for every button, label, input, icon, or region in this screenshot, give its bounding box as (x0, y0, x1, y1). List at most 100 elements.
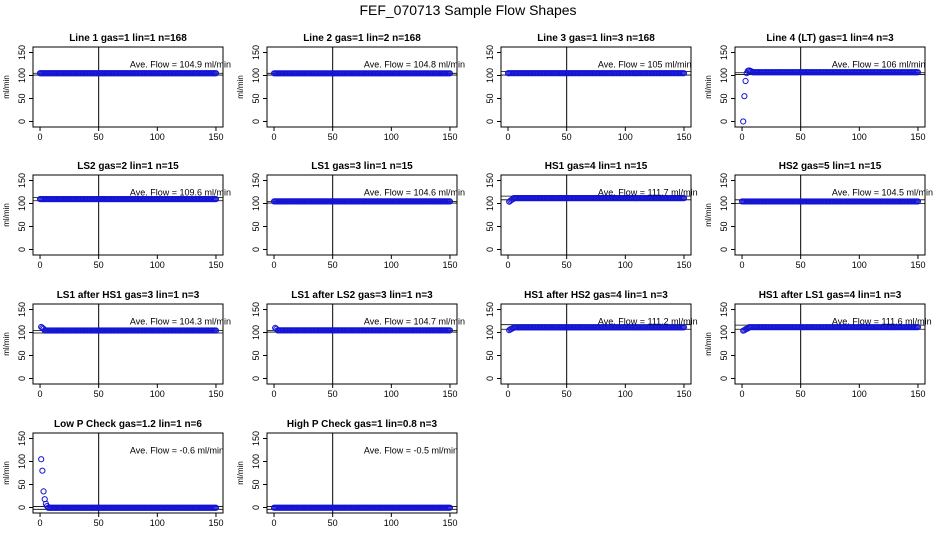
data-point (741, 93, 748, 100)
y-tick-label: 100 (17, 68, 27, 83)
average-flow-annotation: Ave. Flow = 105 ml/min (598, 60, 692, 70)
x-tick-label: 50 (562, 389, 572, 399)
plot-frame (500, 46, 692, 128)
x-tick-label: 100 (150, 389, 165, 399)
data-point (748, 68, 755, 75)
y-axis-label: ml/min (2, 75, 11, 99)
x-tick-label: 50 (796, 132, 806, 142)
x-tick-label: 150 (910, 132, 925, 142)
y-tick-label: 150 (17, 302, 27, 317)
x-tick-label: 150 (208, 132, 223, 142)
y-tick-label: 150 (17, 431, 27, 446)
panel-title: Line 1 gas=1 lin=1 n=168 (69, 33, 187, 44)
panel-title: LS1 after HS1 gas=3 lin=1 n=3 (57, 290, 200, 301)
plot-area: HS2 gas=5 lin=1 n=15 0 50 100 150 0 50 100 150 ml… (704, 161, 933, 270)
y-tick-label: 150 (485, 302, 495, 317)
average-flow-annotation: Ave. Flow = 111.7 ml/min (598, 188, 698, 198)
x-tick-label: 150 (208, 389, 223, 399)
y-tick-label: 0 (251, 119, 261, 124)
x-tick-label: 50 (562, 132, 572, 142)
chart-panel-14: High P Check gas=1 lin=0.8 n=3 0 50 100 150 0… (236, 419, 458, 528)
y-tick-label: 150 (719, 302, 729, 317)
plot-frame (734, 46, 926, 128)
y-tick-label: 0 (485, 247, 495, 252)
data-point (680, 324, 688, 331)
x-tick-label: 0 (38, 389, 43, 399)
data-point (509, 325, 516, 332)
x-tick-label: 150 (208, 260, 223, 270)
y-axis-label: ml/min (236, 75, 245, 99)
average-flow-annotation: Ave. Flow = 111.6 ml/min (832, 317, 932, 327)
x-tick-label: 150 (442, 518, 457, 528)
panel-title: LS2 gas=2 lin=1 n=15 (77, 161, 179, 172)
average-flow-annotation: Ave. Flow = 104.6 ml/min (364, 188, 465, 198)
y-tick-label: 150 (485, 45, 495, 60)
y-tick-label: 50 (251, 93, 261, 103)
y-tick-label: 150 (251, 173, 261, 188)
y-tick-label: 150 (719, 45, 729, 60)
y-tick-label: 50 (251, 479, 261, 489)
y-axis-label: ml/min (704, 203, 713, 227)
y-tick-label: 0 (485, 119, 495, 124)
x-tick-label: 150 (676, 260, 691, 270)
panel-title: Low P Check gas=1.2 lin=1 n=6 (54, 419, 202, 430)
x-tick-label: 150 (442, 389, 457, 399)
plot-frame (32, 303, 224, 385)
x-tick-label: 50 (328, 260, 338, 270)
x-tick-label: 0 (38, 132, 43, 142)
y-axis-label: ml/min (2, 461, 11, 485)
plot-area: Line 3 gas=1 lin=3 n=168 0 50 100 150 0 50 100 1… (485, 33, 692, 142)
x-tick-label: 50 (328, 389, 338, 399)
x-tick-label: 0 (740, 260, 745, 270)
x-tick-label: 150 (442, 260, 457, 270)
plot-frame (266, 174, 458, 256)
y-tick-label: 150 (719, 173, 729, 188)
y-tick-label: 100 (251, 68, 261, 83)
y-tick-label: 0 (251, 247, 261, 252)
y-tick-label: 100 (17, 196, 27, 211)
x-tick-label: 100 (852, 389, 867, 399)
panel-title: HS1 gas=4 lin=1 n=15 (545, 161, 648, 172)
chart-panel-2: Line 2 gas=1 lin=2 n=168 0 50 100 150 0 50 100 1… (236, 33, 465, 142)
y-tick-label: 0 (17, 505, 27, 510)
y-tick-label: 100 (251, 196, 261, 211)
x-tick-label: 100 (150, 132, 165, 142)
plot-area: LS2 gas=2 lin=1 n=15 0 50 100 150 0 50 100 150 ml… (2, 161, 231, 270)
data-point (38, 456, 45, 463)
y-tick-label: 50 (251, 350, 261, 360)
y-axis-label: ml/min (236, 461, 245, 485)
y-tick-label: 100 (719, 196, 729, 211)
y-tick-label: 100 (251, 325, 261, 340)
average-flow-annotation: Ave. Flow = -0.5 ml/min (364, 446, 458, 456)
average-flow-annotation: Ave. Flow = 111.2 ml/min (598, 317, 698, 327)
data-point (272, 324, 279, 332)
chart-panel-4: Line 4 (LT) gas=1 lin=4 n=3 0 50 100 150 0 50 1… (704, 33, 926, 142)
chart-panel-3: Line 3 gas=1 lin=3 n=168 0 50 100 150 0 50 100 1… (485, 33, 692, 142)
y-tick-label: 50 (17, 93, 27, 103)
average-flow-annotation: Ave. Flow = 104.7 ml/min (364, 317, 465, 327)
data-point (212, 195, 220, 203)
x-tick-label: 150 (676, 389, 691, 399)
y-tick-label: 150 (485, 173, 495, 188)
data-point (273, 325, 280, 332)
data-point (39, 467, 46, 474)
plot-frame (32, 46, 224, 128)
y-tick-label: 0 (251, 505, 261, 510)
x-tick-label: 50 (796, 389, 806, 399)
y-tick-label: 150 (251, 431, 261, 446)
plot-frame (32, 432, 224, 514)
chart-panel-5: LS2 gas=2 lin=1 n=15 0 50 100 150 0 50 100 150 ml… (2, 161, 231, 270)
y-tick-label: 100 (719, 325, 729, 340)
data-point (446, 198, 454, 205)
x-tick-label: 100 (150, 260, 165, 270)
data-point (43, 503, 51, 510)
y-tick-label: 50 (485, 350, 495, 360)
data-point (446, 327, 454, 334)
x-tick-label: 100 (150, 518, 165, 528)
x-tick-label: 0 (38, 260, 43, 270)
plot-area: LS1 after LS2 gas=3 lin=1 n=3 0 50 100 150 0 5… (251, 290, 465, 399)
plot-frame (266, 432, 458, 514)
data-point (914, 198, 922, 205)
panel-title: HS2 gas=5 lin=1 n=15 (779, 161, 882, 172)
y-tick-label: 50 (485, 93, 495, 103)
